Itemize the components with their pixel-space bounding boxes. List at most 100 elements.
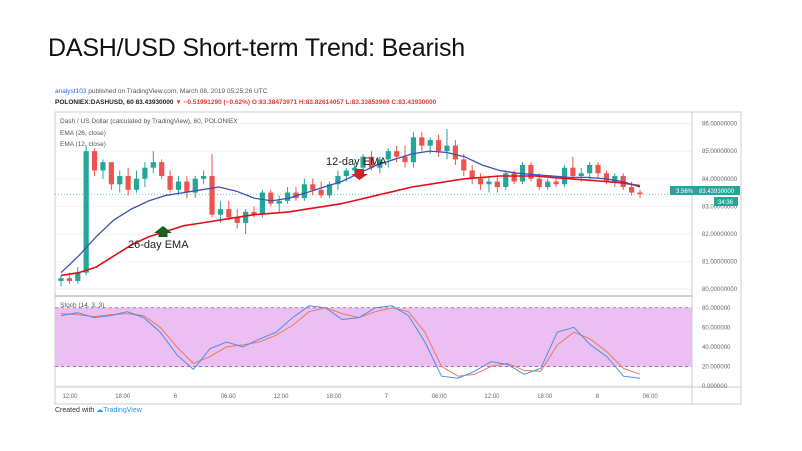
close-value: C:83.43930000 (391, 99, 437, 106)
legend-ema12: EMA (12, close) (60, 141, 106, 148)
stoch-d-line (60, 307, 641, 377)
time-tick-label: 18:00 (115, 394, 131, 400)
ema26-annotation: 26-day EMA (128, 239, 189, 251)
price-tick-label: 81.00000000 (702, 260, 738, 266)
price-axis-labels: 80.00000000 81.00000000 82.00000000 83.0000… (702, 122, 738, 294)
page-title: DASH/USD Short-term Trend: Bearish (48, 34, 465, 62)
candle-body (243, 211, 249, 223)
candle-body (234, 217, 240, 223)
candle-body (570, 167, 576, 176)
time-tick-label: 12:00 (273, 394, 289, 400)
time-tick-label: 12:00 (484, 394, 500, 400)
price-tick-label: 82.00000000 (702, 232, 738, 238)
candle-body (402, 156, 408, 163)
candle-body (452, 145, 458, 160)
candle-body (276, 200, 282, 204)
candle-body (494, 181, 500, 188)
candle-body (217, 209, 224, 215)
symbol-label: POLONIEX:DASHUSD, 60 (55, 99, 134, 106)
candle-body (503, 173, 509, 188)
ohlc-line: POLONIEX:DASHUSD, 60 83.43930000 ▼ −0.51… (55, 99, 436, 106)
candle-body (209, 176, 215, 215)
candle-body (335, 176, 341, 185)
candle-body (100, 162, 106, 171)
candle-body (436, 140, 442, 152)
ema-12-line (60, 150, 641, 274)
candle-body (427, 140, 433, 146)
candle-body (159, 162, 165, 176)
legend-ema26: EMA (26, close) (60, 130, 106, 137)
last-price: 83.43930000 (135, 99, 174, 106)
stoch-tick-label: 20.000000 (702, 364, 731, 370)
candle-body (587, 164, 593, 174)
stoch-axis-labels: 0.000000 20.000000 40.000000 60.000000 80.00… (702, 306, 731, 390)
candle-body (58, 278, 64, 281)
publish-info: analyst103 published on TradingView.com,… (55, 88, 267, 95)
legend-main: Dash / US Dollar (calculated by TradingV… (60, 118, 238, 125)
candle-body (175, 181, 182, 190)
candle-body (477, 178, 484, 185)
candle-body (360, 156, 366, 168)
candles (58, 129, 643, 287)
candle-body (142, 167, 148, 179)
low-value: L:83.33853969 (345, 99, 390, 106)
candle-body (612, 176, 618, 182)
candle-body (637, 192, 643, 195)
candle-body (461, 159, 467, 171)
candle-body (108, 162, 114, 185)
price-tick-label: 84.00000000 (702, 177, 738, 183)
price-tick-label: 86.00000000 (702, 122, 738, 128)
tradingview-link[interactable]: TradingView (103, 407, 142, 414)
time-tick-label: 06:00 (432, 394, 448, 400)
ema-26-line (60, 175, 641, 277)
time-tick-label: 18:00 (537, 394, 553, 400)
candle-body (528, 164, 534, 179)
candle-body (368, 156, 375, 168)
candle-body (385, 151, 391, 160)
footer-prefix: Created with (55, 407, 97, 414)
stoch-tick-label: 80.000000 (702, 306, 731, 312)
candle-body (561, 167, 568, 185)
candle-body (167, 176, 173, 190)
high-value: H:83.82614057 (298, 99, 344, 106)
stoch-tick-label: 0.000000 (702, 384, 728, 390)
candle-body (545, 181, 551, 188)
candle-body (150, 162, 156, 168)
candle-body (394, 151, 400, 157)
up-arrow-icon (154, 226, 172, 237)
time-tick-label: 8 (596, 394, 600, 400)
candle-body (226, 209, 232, 218)
candle-body (469, 170, 475, 179)
candle-body (410, 137, 417, 163)
down-arrow-icon (351, 169, 368, 180)
ema12-annotation: 12-day EMA (326, 156, 387, 168)
candle-body (75, 272, 81, 281)
candle-body (192, 178, 198, 193)
candle-body (444, 145, 450, 152)
time-tick-label: 7 (385, 394, 389, 400)
candle-body (511, 173, 517, 182)
price-change: −0.51991290 (−0.62%) (183, 99, 251, 106)
author-link[interactable]: analyst103 (55, 88, 87, 95)
candle-body (603, 173, 610, 182)
candle-body (201, 176, 207, 179)
price-tick-label: 85.00000000 (702, 149, 738, 155)
time-tick-label: 06:00 (221, 394, 237, 400)
countdown-badge (714, 197, 738, 206)
open-value: O:83.38473971 (251, 99, 298, 106)
footer: Created with ☁TradingView (55, 406, 142, 414)
candle-body (133, 178, 140, 190)
candle-body (117, 176, 123, 185)
down-triangle-icon: ▼ (175, 99, 182, 106)
price-tick-label: 80.00000000 (702, 287, 738, 293)
candle-body (553, 181, 559, 185)
stoch-overbought-oversold-band (55, 307, 692, 367)
price-badge-pct: 3.56% (676, 189, 694, 195)
candle-body (578, 173, 584, 176)
time-axis-labels: 12:00 18:00 6 06:00 12:00 18:00 7 06:00 12:00 18:… (62, 394, 658, 400)
candle-body (629, 187, 635, 193)
time-tick-label: 18:00 (326, 394, 342, 400)
candle-body (259, 192, 265, 215)
candle-body (486, 181, 492, 185)
